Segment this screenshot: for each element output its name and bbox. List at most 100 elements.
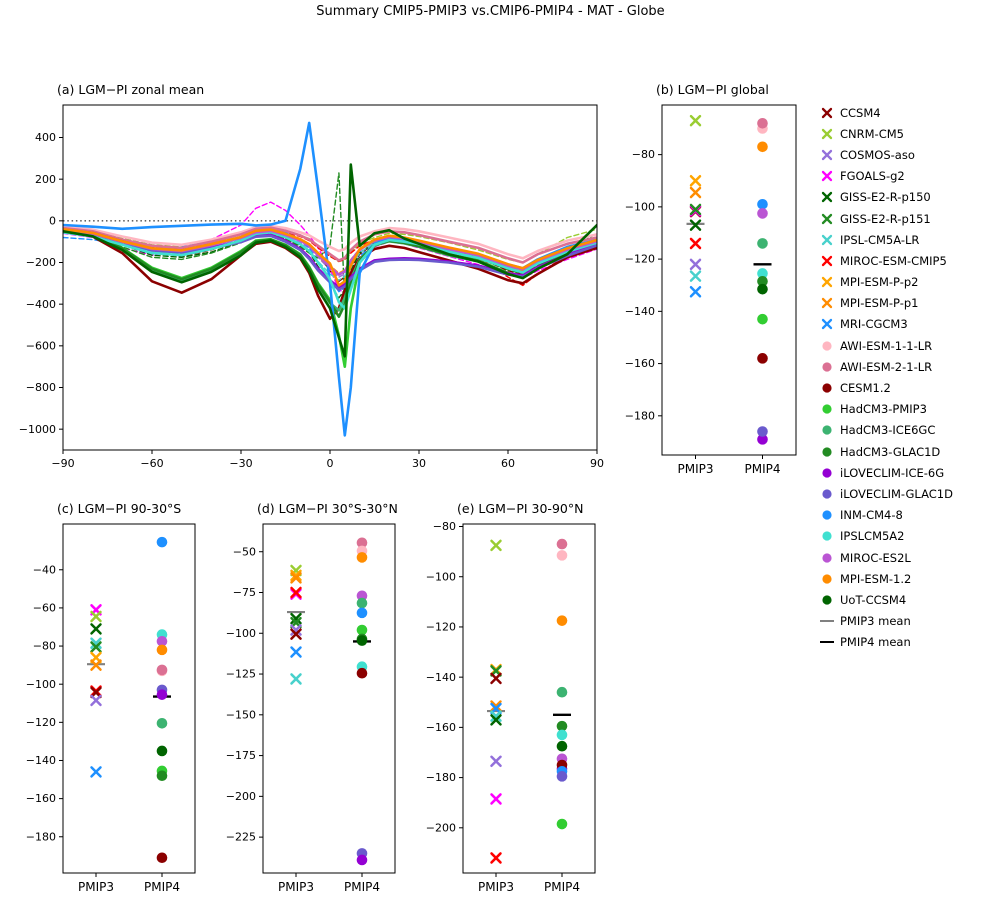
- legend-item-inm-cm4-8: INM-CM4-8: [820, 505, 953, 526]
- point-UoT-CCSM4: [556, 740, 568, 752]
- point-MPI-ESM-1.2: [156, 644, 168, 656]
- panel-b-ytick-label: −140: [625, 305, 655, 318]
- legend-label: PMIP3 mean: [840, 614, 911, 629]
- legend-label: iLOVECLIM-ICE-6G: [840, 465, 945, 480]
- x-marker-icon: [821, 255, 833, 267]
- dot-marker-icon: [822, 531, 832, 541]
- legend-item-pmip4-mean: PMIP4 mean: [820, 632, 953, 653]
- panel-a-xtick-label: −60: [140, 457, 163, 470]
- point-MIROC-ESM-CMIP5: [490, 852, 502, 864]
- point-CNRM-CM5: [689, 114, 702, 127]
- point-iLOVECLIM-ICE-6G: [156, 689, 168, 700]
- panel-d-ytick-label: −100: [226, 627, 256, 640]
- point-IPSL-CM5A-LR: [90, 637, 102, 649]
- x-marker-icon: [821, 276, 833, 288]
- panel-c-ytick-label: −140: [26, 754, 56, 767]
- point-HadCM3-ICE6GC: [556, 686, 568, 698]
- point-CCSM4: [290, 628, 302, 640]
- legend-label: MPI-ESM-P-p2: [840, 275, 919, 290]
- panel-d-ytick-label: −75: [233, 586, 256, 599]
- legend-item-hadcm3-pmip3: HadCM3-PMIP3: [820, 399, 953, 420]
- point-COSMOS-aso: [490, 755, 502, 768]
- panel-c-ytick-label: −120: [26, 716, 56, 729]
- point-HadCM3-ICE6GC: [757, 238, 768, 249]
- point-GISS-E2-R-p151: [90, 641, 102, 653]
- point-GISS-E2-R-p150: [290, 612, 302, 625]
- panel-b-ytick-label: −80: [632, 148, 655, 161]
- point-MPI-ESM-P-p1: [90, 659, 102, 671]
- point-MPI-ESM-P-p2: [290, 569, 302, 582]
- point-MPI-ESM-1.2: [356, 552, 368, 563]
- point-MRI-CGCM3: [90, 766, 102, 778]
- point-MIROC-ES2L: [356, 590, 368, 602]
- legend-item-hadcm3-ice6gc: HadCM3-ICE6GC: [820, 420, 953, 441]
- point-IPSL-CM5A-LR: [490, 710, 502, 722]
- dot-marker-icon: [822, 362, 832, 372]
- panel-a-xtick-label: 90: [590, 457, 604, 470]
- panel-e-category-label: PMIP3: [478, 880, 514, 894]
- x-marker-icon: [821, 319, 833, 330]
- panel-c-ytick-label: −80: [33, 640, 56, 653]
- legend-label: CCSM4: [840, 105, 881, 120]
- point-MPI-ESM-P-p2: [689, 174, 702, 187]
- panel-a-ytick-label: −600: [26, 339, 56, 352]
- panel-b-category-label: PMIP3: [678, 462, 714, 476]
- legend-label: HadCM3-PMIP3: [840, 402, 927, 417]
- mean-line-icon: [820, 620, 834, 623]
- point-CCSM4: [490, 672, 502, 685]
- series-line-AWI-ESM-1-1-LR: [63, 224, 597, 260]
- series-line-GISS-E2-R-p151: [63, 172, 597, 301]
- panel-c-axes-box: [62, 523, 196, 874]
- legend-item-awi-esm-1-1-lr: AWI-ESM-1-1-LR: [820, 335, 953, 356]
- legend-item-awi-esm-2-1-lr: AWI-ESM-2-1-LR: [820, 356, 953, 377]
- legend-label: AWI-ESM-1-1-LR: [840, 338, 933, 353]
- point-AWI-ESM-2-1-LR: [356, 537, 368, 549]
- x-marker-icon: [821, 192, 833, 203]
- dot-marker-icon: [822, 489, 832, 499]
- panel-b-ytick-label: −120: [625, 253, 655, 266]
- legend-item-cesm1-2: CESM1.2: [820, 377, 953, 398]
- dot-marker-icon: [822, 404, 832, 414]
- legend-item-ccsm4: CCSM4: [820, 102, 953, 123]
- point-INM-CM4-8: [156, 536, 168, 548]
- legend-label: UoT-CCSM4: [840, 592, 907, 607]
- panel-c-ytick-label: −60: [33, 602, 56, 615]
- panel-a-ytick-label: 0: [49, 214, 56, 227]
- panel-e-category-label: PMIP4: [544, 880, 580, 894]
- legend-label: AWI-ESM-2-1-LR: [840, 359, 933, 374]
- panel-a-ytick-label: −1000: [19, 423, 56, 436]
- panel-b-ytick-label: −100: [625, 200, 655, 213]
- panel-e-ytick-label: −140: [426, 671, 456, 684]
- point-MRI-CGCM3: [290, 646, 302, 658]
- panel-e-ytick-label: −160: [426, 721, 456, 734]
- legend-item-pmip3-mean: PMIP3 mean: [820, 611, 953, 632]
- legend-item-iloveclim-ice-6g: iLOVECLIM-ICE-6G: [820, 462, 953, 483]
- legend-label: HadCM3-GLAC1D: [840, 444, 941, 459]
- panel-e-ytick-label: −100: [426, 570, 456, 583]
- legend-item-uot-ccsm4: UoT-CCSM4: [820, 589, 953, 610]
- legend-item-ipslcm5a2: IPSLCM5A2: [820, 526, 953, 547]
- panel-a: 400 200 0 −200 −400 −600 −800 −1000 −90 −60 −30 0 30…: [19, 104, 604, 470]
- point-GISS-E2-R-p150: [90, 623, 102, 635]
- point-INM-CM4-8: [356, 607, 368, 619]
- panel-e-ytick-label: −180: [426, 771, 456, 784]
- legend-item-ipsl-cm5a-lr: IPSL-CM5A-LR: [820, 229, 953, 250]
- point-UoT-CCSM4: [356, 635, 368, 646]
- legend-label: COSMOS-aso: [840, 147, 915, 162]
- point-UoT-CCSM4: [156, 745, 168, 757]
- panel-d-ytick-label: −200: [226, 790, 256, 803]
- panel-e-ytick-label: −200: [426, 821, 456, 834]
- panel-b-category-label: PMIP4: [745, 462, 781, 476]
- panel-c-ytick-label: −180: [26, 830, 56, 843]
- panel-a-ytick-label: −200: [26, 256, 56, 269]
- point-IPSL-CM5A-LR: [689, 270, 702, 282]
- dot-marker-icon: [822, 510, 832, 520]
- point-AWI-ESM-2-1-LR: [757, 117, 768, 129]
- panel-b: −80 −100 −120 −140 −160 −180 PMIP3 PMIP4: [625, 104, 797, 476]
- point-iLOVECLIM-GLAC1D: [556, 771, 568, 782]
- panel-d-ytick-label: −225: [226, 831, 256, 844]
- legend-item-giss-e2-r-p150: GISS-E2-R-p150: [820, 187, 953, 208]
- panel-a-ytick-label: −400: [26, 298, 56, 311]
- legend-label: MPI-ESM-P-p1: [840, 296, 919, 311]
